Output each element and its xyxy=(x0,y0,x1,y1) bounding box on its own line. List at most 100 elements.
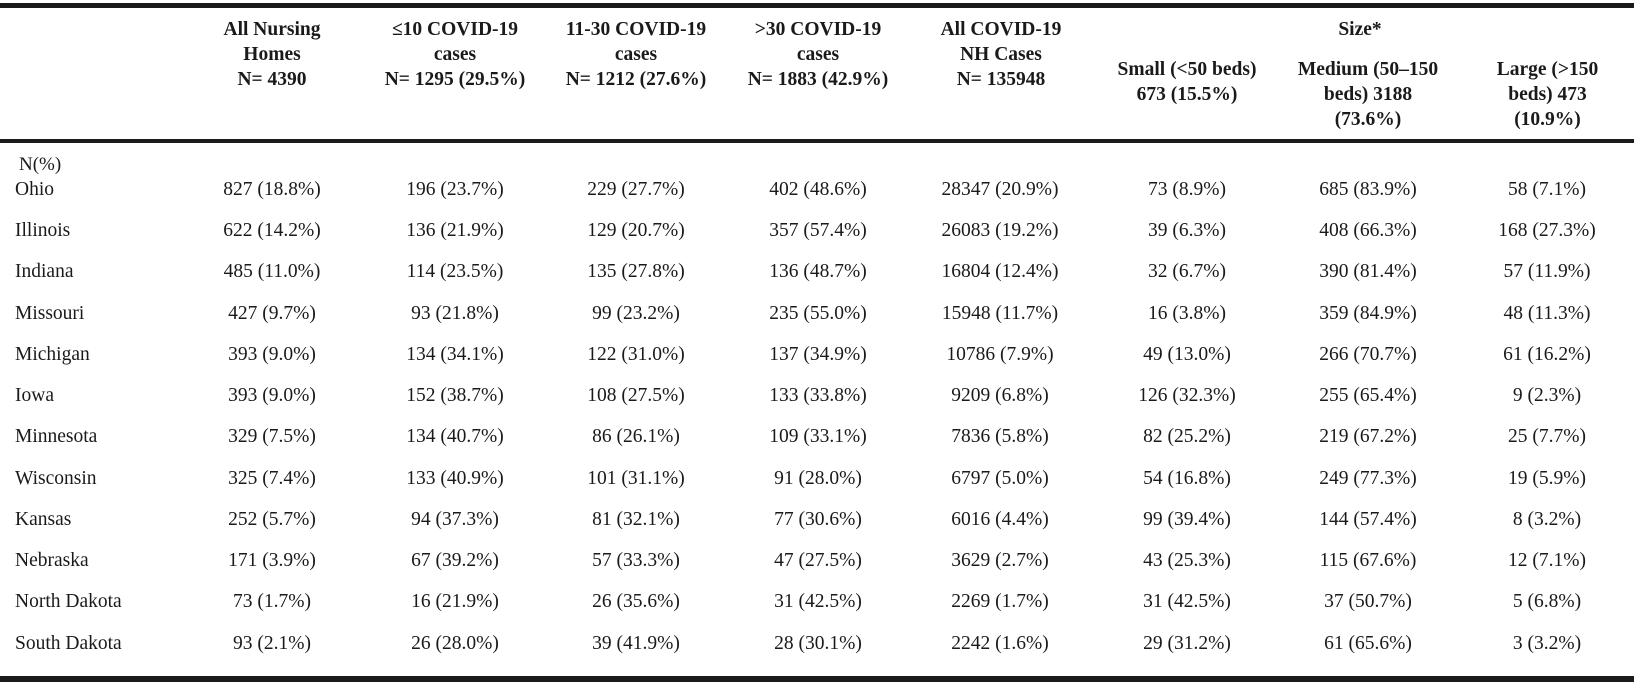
cell-11-30-cases: 101 (31.1%) xyxy=(587,468,685,489)
cell-all-covid-nh-cases: 16804 (12.4%) xyxy=(941,261,1059,282)
header-line: >30 COVID-19 xyxy=(754,19,882,40)
cell-size-large: 19 (5.9%) xyxy=(1508,468,1586,489)
header-line: N= 1883 (42.9%) xyxy=(747,69,889,90)
cell-11-30-cases: 122 (31.0%) xyxy=(587,344,685,365)
cell-size-small: 49 (13.0%) xyxy=(1143,344,1231,365)
cell-all-nursing-homes: 427 (9.7%) xyxy=(228,303,316,324)
cell-le10-cases: 134 (34.1%) xyxy=(406,344,504,365)
cell-size-large: 61 (16.2%) xyxy=(1503,344,1591,365)
header-line: cases xyxy=(796,44,840,65)
cell-all-nursing-homes: 393 (9.0%) xyxy=(228,344,316,365)
cell-size-small: 29 (31.2%) xyxy=(1143,633,1231,654)
cell-gt30-cases: 28 (30.1%) xyxy=(774,633,862,654)
header-size-small: Small (<50 beds) 673 (15.5%) xyxy=(1097,57,1277,107)
cell-all-nursing-homes: 252 (5.7%) xyxy=(228,509,316,530)
table-row: Missouri 427 (9.7%) 93 (21.8%) 99 (23.2%) 23… xyxy=(0,299,1634,329)
header-line: ≤10 COVID-19 xyxy=(391,19,519,40)
cell-all-covid-nh-cases: 7836 (5.8%) xyxy=(951,426,1049,447)
cell-size-large: 57 (11.9%) xyxy=(1503,261,1591,282)
state-name: South Dakota xyxy=(15,633,122,654)
cell-all-nursing-homes: 827 (18.8%) xyxy=(223,179,321,200)
cell-size-medium: 37 (50.7%) xyxy=(1324,591,1412,612)
header-line: Homes xyxy=(243,44,301,65)
header-line: (10.9%) xyxy=(1514,109,1581,130)
table-bottom-rule xyxy=(0,676,1634,682)
cell-le10-cases: 133 (40.9%) xyxy=(406,468,504,489)
cell-size-small: 39 (6.3%) xyxy=(1148,220,1226,241)
header-line: All COVID-19 xyxy=(940,19,1062,40)
cell-le10-cases: 94 (37.3%) xyxy=(411,509,499,530)
table-top-rule xyxy=(0,3,1634,8)
cell-size-large: 25 (7.7%) xyxy=(1508,426,1586,447)
header-line: Small (<50 beds) xyxy=(1117,59,1257,80)
header-bottom-rule xyxy=(0,139,1634,143)
table-row: Kansas 252 (5.7%) 94 (37.3%) 81 (32.1%) 77 (… xyxy=(0,505,1634,535)
header-line: N= 135948 xyxy=(956,69,1046,90)
state-name: Michigan xyxy=(15,344,90,365)
cell-11-30-cases: 108 (27.5%) xyxy=(587,385,685,406)
cell-all-nursing-homes: 485 (11.0%) xyxy=(223,261,321,282)
cell-size-small: 32 (6.7%) xyxy=(1148,261,1226,282)
cell-size-large: 58 (7.1%) xyxy=(1508,179,1586,200)
cell-size-small: 43 (25.3%) xyxy=(1143,550,1231,571)
cell-all-covid-nh-cases: 2242 (1.6%) xyxy=(951,633,1049,654)
cell-le10-cases: 16 (21.9%) xyxy=(411,591,499,612)
header-line: (73.6%) xyxy=(1334,109,1402,130)
cell-all-covid-nh-cases: 3629 (2.7%) xyxy=(951,550,1049,571)
header-size-medium: Medium (50–150 beds) 3188 (73.6%) xyxy=(1278,57,1458,132)
cell-size-medium: 115 (67.6%) xyxy=(1319,550,1417,571)
table-row: Nebraska 171 (3.9%) 67 (39.2%) 57 (33.3%) 47… xyxy=(0,546,1634,576)
cell-size-small: 31 (42.5%) xyxy=(1143,591,1231,612)
cell-all-nursing-homes: 73 (1.7%) xyxy=(233,591,311,612)
cell-gt30-cases: 77 (30.6%) xyxy=(774,509,862,530)
cell-all-covid-nh-cases: 9209 (6.8%) xyxy=(951,385,1049,406)
header-line: beds) 3188 xyxy=(1323,84,1413,105)
cell-all-nursing-homes: 171 (3.9%) xyxy=(228,550,316,571)
cell-gt30-cases: 47 (27.5%) xyxy=(774,550,862,571)
cell-le10-cases: 152 (38.7%) xyxy=(406,385,504,406)
header-line: N= 1212 (27.6%) xyxy=(565,69,707,90)
cell-size-small: 99 (39.4%) xyxy=(1143,509,1231,530)
cell-size-large: 168 (27.3%) xyxy=(1498,220,1596,241)
cell-11-30-cases: 86 (26.1%) xyxy=(592,426,680,447)
state-name: Minnesota xyxy=(15,426,98,447)
cell-gt30-cases: 31 (42.5%) xyxy=(774,591,862,612)
header-line: Medium (50–150 xyxy=(1297,59,1439,80)
cell-11-30-cases: 26 (35.6%) xyxy=(592,591,680,612)
table-row: Michigan 393 (9.0%) 134 (34.1%) 122 (31.0%)… xyxy=(0,340,1634,370)
header-size-group: Size* xyxy=(1280,17,1440,42)
cell-size-large: 48 (11.3%) xyxy=(1503,303,1591,324)
header-line: N= 1295 (29.5%) xyxy=(384,69,526,90)
cell-size-medium: 144 (57.4%) xyxy=(1319,509,1417,530)
header-size-large: Large (>150 beds) 473 (10.9%) xyxy=(1470,57,1625,132)
header-line: cases xyxy=(433,44,477,65)
cell-all-nursing-homes: 93 (2.1%) xyxy=(233,633,311,654)
header-line: beds) 473 xyxy=(1508,84,1587,105)
table-row: Iowa 393 (9.0%) 152 (38.7%) 108 (27.5%) 133 … xyxy=(0,381,1634,411)
state-name: Illinois xyxy=(15,220,71,241)
header-11-30-cases: 11-30 COVID-19 cases N= 1212 (27.6%) xyxy=(546,17,726,92)
cell-size-medium: 408 (66.3%) xyxy=(1319,220,1417,241)
cell-all-nursing-homes: 622 (14.2%) xyxy=(223,220,321,241)
table-row: Wisconsin 325 (7.4%) 133 (40.9%) 101 (31.1%… xyxy=(0,464,1634,494)
cell-all-nursing-homes: 325 (7.4%) xyxy=(228,468,316,489)
cell-le10-cases: 93 (21.8%) xyxy=(411,303,499,324)
cell-le10-cases: 136 (21.9%) xyxy=(406,220,504,241)
cell-size-medium: 390 (81.4%) xyxy=(1319,261,1417,282)
cell-gt30-cases: 402 (48.6%) xyxy=(769,179,867,200)
cell-size-large: 9 (2.3%) xyxy=(1512,385,1582,406)
header-line: Large (>150 xyxy=(1496,59,1599,80)
state-name: Kansas xyxy=(15,509,72,530)
header-line: 673 (15.5%) xyxy=(1136,84,1238,105)
cell-gt30-cases: 91 (28.0%) xyxy=(774,468,862,489)
table-row: Minnesota 329 (7.5%) 134 (40.7%) 86 (26.1%)… xyxy=(0,422,1634,452)
cell-le10-cases: 114 (23.5%) xyxy=(406,261,504,282)
cell-size-medium: 266 (70.7%) xyxy=(1319,344,1417,365)
cell-11-30-cases: 229 (27.7%) xyxy=(587,179,685,200)
header-line: Size* xyxy=(1338,19,1382,40)
cell-size-large: 3 (3.2%) xyxy=(1512,633,1582,654)
table-row: Ohio 827 (18.8%) 196 (23.7%) 229 (27.7%) 402… xyxy=(0,175,1634,205)
cell-size-medium: 359 (84.9%) xyxy=(1319,303,1417,324)
cell-gt30-cases: 133 (33.8%) xyxy=(769,385,867,406)
header-line: All Nursing xyxy=(223,19,321,40)
